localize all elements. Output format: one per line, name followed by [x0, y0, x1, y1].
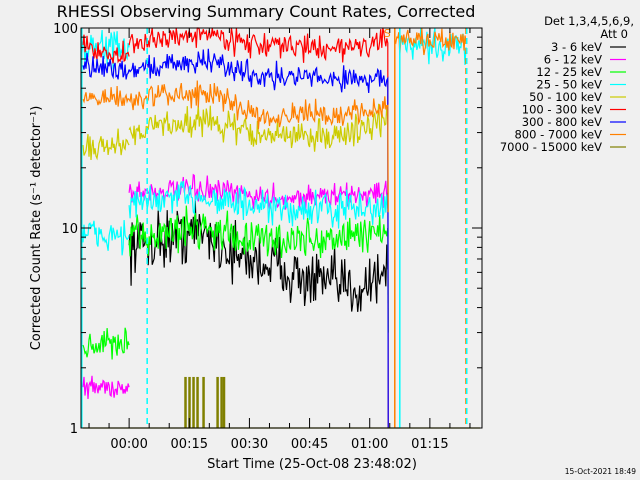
series-spike — [222, 376, 226, 428]
series-spike — [202, 376, 205, 428]
series-line — [128, 27, 389, 429]
x-axis-label: Start Time (25-Oct-08 23:48:02) — [207, 457, 417, 472]
marker-layer: S — [81, 27, 468, 428]
chart-title: RHESSI Observing Summary Count Rates, Co… — [57, 2, 476, 21]
series-spike — [196, 376, 199, 428]
legend-label: 25 - 50 keV — [536, 78, 602, 92]
y-tick-label: 100 — [53, 22, 78, 37]
x-tick-label: 00:00 — [110, 437, 147, 452]
y-tick-label: 1 — [70, 422, 78, 437]
x-tick-label: 01:00 — [351, 437, 388, 452]
legend-label: 800 - 7000 keV — [514, 128, 602, 142]
series-line — [82, 375, 130, 400]
legend-header-attenuator: Att 0 — [600, 27, 628, 41]
x-tick-label: 00:15 — [171, 437, 208, 452]
annotation-label: S — [384, 27, 391, 40]
axis-layer: 100 10 1 00:00 00:15 00:30 00:45 01:00 01:15 — [53, 22, 482, 452]
series-spike — [216, 376, 219, 428]
legend-header-detectors: Det 1,3,4,5,6,9, — [544, 14, 634, 28]
series-spike — [220, 376, 223, 428]
x-tick-label: 00:30 — [231, 437, 268, 452]
series-800-7000keV — [82, 28, 467, 213]
series-7000-15000keV — [83, 376, 480, 429]
series-line — [128, 103, 389, 152]
x-tick-label: 01:15 — [411, 437, 448, 452]
legend-label: 6 - 12 keV — [544, 53, 602, 67]
series-300-800keV — [82, 48, 389, 429]
series-50-100keV — [82, 103, 389, 161]
legend-label: 3 - 6 keV — [551, 40, 602, 54]
series-spike — [184, 376, 187, 428]
series-25-50keV — [80, 27, 467, 256]
legend-label: 12 - 25 keV — [536, 65, 602, 79]
series-100-300keV — [82, 27, 389, 429]
legend-label: 50 - 100 keV — [529, 90, 602, 104]
legend-label: 7000 - 15000 keV — [500, 140, 602, 154]
y-tick-label: 10 — [61, 222, 78, 237]
series-line — [128, 205, 389, 259]
series-line — [82, 327, 130, 360]
series-line — [82, 34, 130, 64]
series-layer — [80, 27, 480, 429]
series-line — [80, 220, 130, 256]
series-line — [128, 181, 389, 229]
series-line — [128, 173, 389, 211]
series-line — [128, 48, 389, 429]
series-spike — [192, 376, 195, 428]
legend-label: 300 - 800 keV — [522, 115, 602, 129]
series-line — [128, 200, 389, 312]
series-spike — [188, 376, 191, 428]
footer-timestamp: 15-Oct-2021 18:49 — [565, 467, 636, 476]
series-6-12keV — [82, 173, 389, 400]
series-line — [82, 128, 130, 161]
x-tick-label: 00:45 — [291, 437, 328, 452]
series-line — [394, 28, 467, 56]
series-line — [128, 80, 389, 213]
series-line — [82, 53, 130, 80]
series-line — [82, 85, 130, 107]
y-axis-label: Corrected Count Rate (s⁻¹ detector⁻¹) — [29, 106, 44, 351]
series-3-6keV — [128, 200, 389, 312]
legend-label: 100 - 300 keV — [522, 103, 602, 117]
